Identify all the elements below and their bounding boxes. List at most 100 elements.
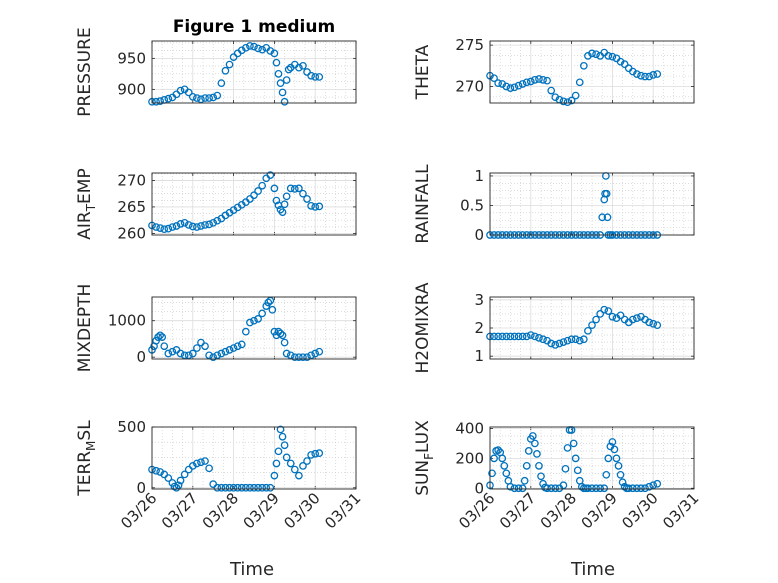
data-point [579,61,588,70]
data-point [176,86,185,95]
data-point [547,484,556,493]
data-point [547,86,556,95]
data-point [311,73,320,81]
data-point [602,470,611,479]
data-point [193,459,201,468]
data-point [270,471,279,480]
data-point [276,329,285,338]
data-point [588,484,596,493]
data-point [535,334,543,342]
y-axis-label: H2OMIXRA [413,282,433,373]
data-point [209,353,218,362]
y-axis-label: AIRTEMP [75,168,98,239]
data-point [205,220,213,229]
data-point [268,305,277,314]
data-point [506,482,515,491]
data-point [502,332,511,341]
data-point [311,449,320,458]
data-point [201,221,209,229]
data-point [604,307,613,315]
data-series [148,425,324,492]
data-point [502,82,511,91]
data-point [620,482,629,491]
data-point [201,457,209,465]
data-point [156,331,165,340]
data-point [510,484,519,493]
data-point [588,321,596,330]
data-point [575,336,584,345]
data-point [498,332,507,341]
data-point [645,72,653,81]
data-point [559,481,568,490]
data-point [209,93,218,102]
data-point [592,484,600,493]
data-point [514,332,523,341]
data-point [280,441,289,450]
data-point [258,45,267,54]
data-series [486,48,662,107]
data-point [494,446,503,455]
data-point [184,221,193,229]
y-axis-label: TERRMSL [75,420,98,497]
subplot-3: 260 265 270 AIRTEMP [75,168,357,242]
data-point [217,349,226,358]
x-tick-label: 03/28 [537,489,580,532]
data-point [250,316,258,325]
data-point [559,97,568,106]
data-point [280,200,289,209]
data-point [272,196,281,205]
y-axis-label: MIXDEPTH [75,284,95,373]
data-point [539,335,547,344]
data-point [633,70,641,78]
data-point [510,332,519,341]
data-point [295,353,303,362]
x-axis-label-right: Time [570,559,615,580]
data-point [193,94,201,102]
x-tick-label: 03/31 [659,489,702,532]
axes-box [151,296,357,360]
data-point [272,459,281,468]
data-point [567,96,576,105]
subplot-7: 0500TERRMSL03/2603/2703/2803/2903/3003/3… [75,418,364,532]
x-tick-label: 03/27 [158,489,201,532]
data-point [217,483,226,492]
data-point [600,484,609,493]
data-point [276,79,285,88]
y-tick-label: 950 [117,49,146,67]
data-point [152,466,160,475]
data-point [649,481,658,490]
data-point [286,184,295,193]
data-point [628,484,637,493]
data-point [270,184,279,193]
data-point [193,223,201,231]
data-point [494,79,503,88]
data-point [315,347,324,356]
data-point [295,184,303,193]
data-point [620,60,629,68]
data-point [164,94,173,103]
data-point [221,483,230,492]
data-point [602,189,611,198]
data-point [290,185,299,193]
data-point [303,353,311,362]
y-tick-label: 1 [474,167,484,185]
data-point [217,79,226,88]
y-tick-label: 400 [455,419,484,437]
data-point [653,70,662,78]
data-point [280,97,289,106]
axes-box [151,172,357,236]
y-axis-label: RAINFALL [413,164,433,244]
data-point [588,49,596,58]
data-point [241,483,250,492]
data-point [624,484,633,493]
data-point [152,223,160,231]
data-point [649,319,658,328]
data-point [490,332,498,341]
data-point [571,335,580,344]
data-point [633,314,641,322]
y-axis-label: PRESSURE [75,27,95,116]
data-point [290,465,299,474]
data-point [518,484,527,493]
data-point [188,462,197,470]
